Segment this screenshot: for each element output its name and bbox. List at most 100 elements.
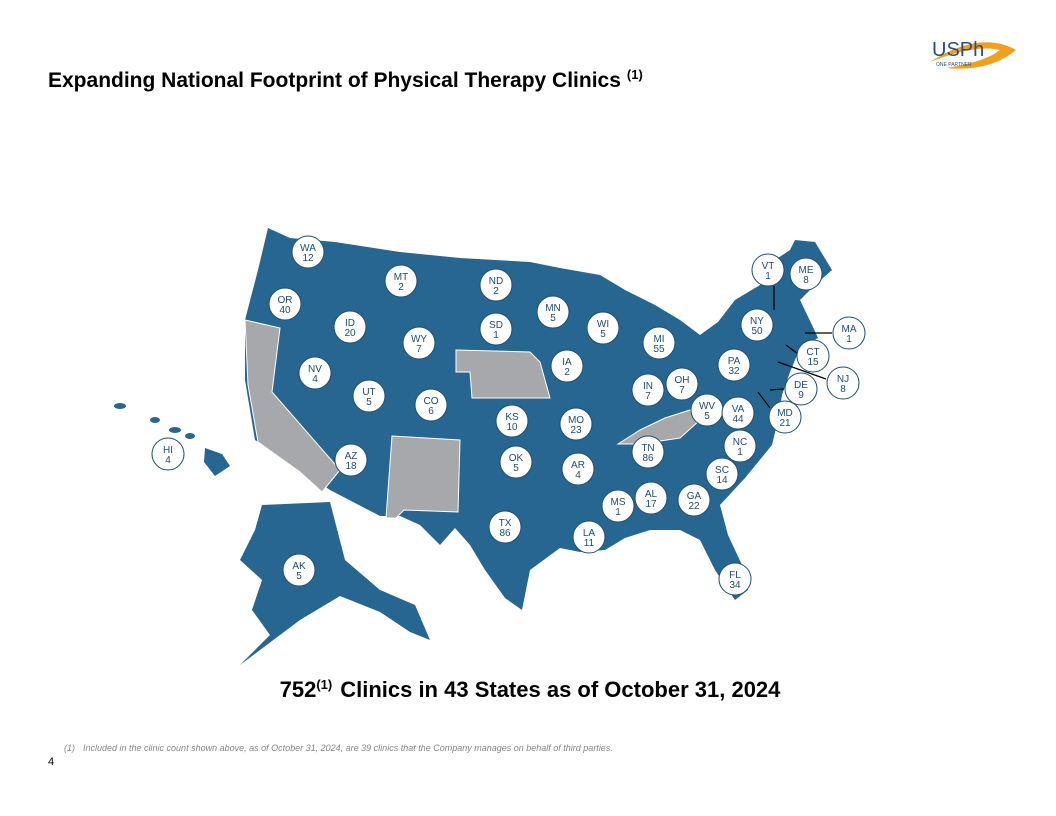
state-code: AR: [571, 460, 585, 471]
state-marker: OH7: [665, 367, 699, 401]
state-marker: WY7: [402, 326, 436, 360]
state-clinics: 5: [600, 329, 606, 340]
state-code: OH: [675, 375, 690, 386]
state-clinics: 4: [165, 455, 171, 466]
hawaii: [114, 403, 230, 476]
state-circle: [677, 483, 711, 517]
state-code: MA: [842, 324, 857, 335]
state-clinics: 86: [499, 528, 511, 539]
state-clinics: 1: [615, 507, 621, 518]
state-circle: [536, 295, 570, 329]
state-clinics: 17: [645, 499, 657, 510]
state-circle: [832, 316, 866, 350]
state-circle: [642, 326, 676, 360]
state-circle: [826, 366, 860, 400]
state-code: WI: [597, 319, 609, 330]
state-marker: IA2: [550, 349, 584, 383]
nebraska: [455, 349, 551, 399]
state-clinics: 86: [642, 453, 654, 464]
state-code: ID: [345, 318, 355, 329]
summary-text: Clinics in 43 States as of October 31, 2…: [340, 677, 781, 702]
state-clinics: 7: [679, 385, 685, 396]
state-clinics: 8: [803, 275, 809, 286]
state-clinics: 4: [312, 374, 318, 385]
state-code: DE: [794, 380, 808, 391]
state-clinics: 15: [807, 357, 819, 368]
state-code: WY: [411, 334, 427, 345]
state-clinics: 8: [840, 384, 846, 395]
new-mexico: [385, 435, 461, 519]
logo-tagline: ONE PARTNER: [936, 62, 972, 68]
state-code: VA: [732, 404, 745, 415]
state-clinics: 18: [345, 461, 357, 472]
state-circle: [414, 388, 448, 422]
state-code: MN: [545, 303, 561, 314]
summary: 752(1) Clinics in 43 States as of October…: [280, 677, 782, 702]
logo-swoosh: [930, 42, 1016, 69]
state-clinics: 2: [564, 367, 570, 378]
state-circle: [784, 372, 818, 406]
state-circle: [717, 348, 751, 382]
state-clinics: 5: [366, 397, 372, 408]
state-circle: [559, 407, 593, 441]
state-circle: [352, 379, 386, 413]
title: Expanding National Footprint of Physical…: [48, 67, 643, 92]
state-code: WA: [300, 243, 316, 254]
state-code: MS: [611, 497, 626, 508]
state-clinics: 55: [653, 344, 665, 355]
title-note: (1): [627, 67, 643, 82]
state-circle: [479, 268, 513, 302]
state-circle: [268, 287, 302, 321]
state-marker: IN7: [631, 373, 665, 407]
state-marker: NC1: [723, 429, 757, 463]
state-marker: ME8: [789, 257, 823, 291]
california: [244, 319, 341, 493]
state-circle: [789, 257, 823, 291]
state-marker: NV4: [298, 356, 332, 390]
state-code: HI: [163, 445, 173, 456]
state-circle: [586, 311, 620, 345]
state-marker: OK5: [499, 445, 533, 479]
state-clinics: 22: [688, 501, 700, 512]
state-marker: WV5: [690, 393, 724, 427]
state-code: NC: [733, 437, 747, 448]
footnote: (1) Included in the clinic count shown ab…: [64, 743, 613, 753]
state-code: NY: [750, 316, 764, 327]
state-marker: MN5: [536, 295, 570, 329]
state-code: FL: [729, 570, 741, 581]
state-clinics: 44: [732, 414, 744, 425]
state-circle: [718, 562, 752, 596]
state-marker: HI4: [151, 437, 185, 471]
state-circle: [740, 308, 774, 342]
state-code: WV: [699, 401, 715, 412]
state-circle: [499, 445, 533, 479]
state-code: ME: [799, 265, 814, 276]
state-circle: [488, 510, 522, 544]
state-circle: [631, 373, 665, 407]
state-circle: [751, 253, 785, 287]
state-clinics: 32: [728, 366, 740, 377]
state-marker: VT1: [751, 253, 785, 287]
state-code: OK: [509, 453, 524, 464]
state-code: MT: [394, 272, 408, 283]
state-clinics: 9: [798, 390, 804, 401]
state-clinics: 7: [416, 344, 422, 355]
state-clinics: 10: [506, 422, 518, 433]
state-code: CT: [806, 347, 819, 358]
state-marker: SD1: [479, 312, 513, 346]
state-clinics: 20: [344, 328, 356, 339]
state-clinics: 14: [716, 475, 728, 486]
state-clinics: 11: [584, 538, 595, 549]
state-marker: ND2: [479, 268, 513, 302]
state-code: SC: [715, 465, 729, 476]
state-code: SD: [489, 320, 503, 331]
